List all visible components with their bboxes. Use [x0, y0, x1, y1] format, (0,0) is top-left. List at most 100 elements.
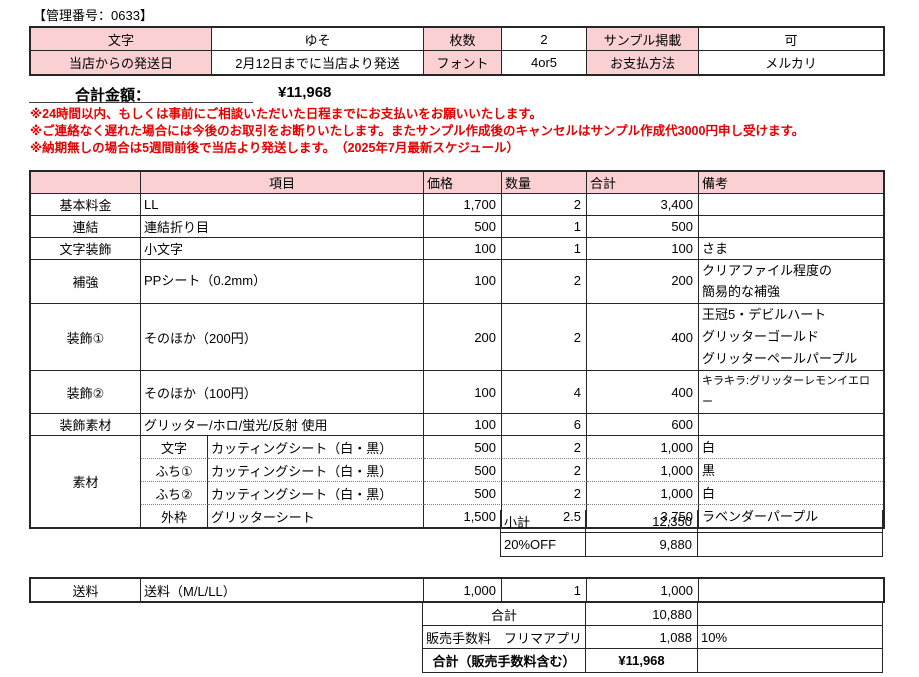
cell-item[interactable]: そのほか（100円）	[141, 371, 425, 414]
cell-total[interactable]: 1,000	[587, 482, 700, 505]
cell-category-material[interactable]: 素材	[31, 436, 141, 527]
info-label-font[interactable]: フォント	[424, 51, 502, 74]
info-value-moji[interactable]: ゆそ	[212, 28, 424, 51]
cell-total[interactable]: 1,000	[587, 459, 700, 482]
cell-total[interactable]: 200	[587, 260, 700, 304]
cell-qty[interactable]: 2.5	[502, 505, 588, 527]
cell-item[interactable]: カッティングシート（白・黒）	[208, 459, 425, 482]
header-empty-cell[interactable]	[31, 172, 141, 194]
cell-price[interactable]: 1,700	[424, 194, 503, 216]
header-qty[interactable]: 数量	[502, 172, 588, 194]
cell-price[interactable]: 100	[424, 238, 503, 260]
info-label-shipdate[interactable]: 当店からの発送日	[31, 51, 212, 74]
summary-total-value[interactable]: 10,880	[586, 603, 698, 626]
cell-qty[interactable]: 1	[502, 238, 588, 260]
cell-qty[interactable]: 1	[502, 579, 587, 601]
cell-price[interactable]: 500	[424, 216, 503, 238]
cell-price[interactable]: 1,500	[424, 505, 503, 527]
grand-total-remark[interactable]	[698, 649, 882, 672]
cell-total[interactable]: 600	[587, 414, 700, 436]
cell-item[interactable]: グリッター/ホロ/蛍光/反射 使用	[141, 414, 425, 436]
cell-remark[interactable]: ラベンダーパープル	[702, 508, 819, 524]
cell-qty[interactable]: 2	[502, 459, 588, 482]
cell-category[interactable]: 装飾素材	[31, 414, 141, 436]
cell-qty[interactable]: 1	[502, 216, 588, 238]
cell-category[interactable]: 送料	[31, 579, 141, 601]
cell-category[interactable]: 文字装飾	[31, 238, 141, 260]
discount-value[interactable]: 9,880	[586, 533, 698, 556]
cell-remark[interactable]: さま	[699, 238, 884, 260]
header-total[interactable]: 合計	[587, 172, 700, 194]
cell-total[interactable]: 3,400	[587, 194, 700, 216]
fee-label[interactable]: 販売手数料 フリマアプリ	[423, 626, 586, 649]
cell-category[interactable]: 装飾①	[31, 304, 141, 371]
header-price[interactable]: 価格	[424, 172, 503, 194]
cell-price[interactable]: 1,000	[424, 579, 502, 601]
cell-subcategory[interactable]: 外枠	[141, 505, 208, 527]
cell-category[interactable]: 連結	[31, 216, 141, 238]
summary-total-label[interactable]: 合計	[423, 603, 586, 626]
info-value-maisu[interactable]: 2	[502, 28, 587, 51]
cell-item[interactable]: LL	[141, 194, 425, 216]
cell-price[interactable]: 500	[424, 436, 503, 459]
cell-remark[interactable]: 王冠5・デビルハート グリッターゴールド グリッターペールパープル	[699, 304, 884, 371]
cell-qty[interactable]: 2	[502, 436, 588, 459]
cell-qty[interactable]: 2	[502, 482, 588, 505]
cell-total[interactable]: 3,750	[587, 505, 700, 527]
cell-subcategory[interactable]: 文字	[141, 436, 208, 459]
cell-total[interactable]: 1,000	[587, 579, 699, 601]
cell-item[interactable]: 連結折り目	[141, 216, 425, 238]
cell-qty[interactable]: 2	[502, 194, 588, 216]
cell-remark[interactable]: 黒	[699, 459, 884, 482]
cell-price[interactable]: 100	[424, 371, 503, 414]
cell-remark[interactable]	[699, 216, 884, 238]
cell-item[interactable]: カッティングシート（白・黒）	[208, 482, 425, 505]
cell-category[interactable]: 基本料金	[31, 194, 141, 216]
cell-remark[interactable]: 白	[699, 482, 884, 505]
cell-subcategory[interactable]: ふち①	[141, 459, 208, 482]
discount-label[interactable]: 20%OFF	[501, 533, 586, 556]
cell-total[interactable]: 400	[587, 371, 700, 414]
cell-item[interactable]: PPシート（0.2mm）	[141, 260, 425, 304]
management-number[interactable]: 【管理番号：0633】	[33, 8, 153, 23]
cell-total[interactable]: 1,000	[587, 436, 700, 459]
header-item[interactable]: 項目	[141, 172, 425, 194]
notice-line-3[interactable]: ※納期無しの場合は5週間前後で当店より発送します。 （2025年7月最新スケジュ…	[30, 141, 519, 155]
info-label-sample[interactable]: サンプル掲載	[587, 28, 699, 51]
total-amount-label[interactable]: 合計金額：	[75, 87, 151, 104]
cell-qty[interactable]: 6	[502, 414, 588, 436]
info-value-shipdate[interactable]: 2月12日までに当店より発送	[212, 51, 424, 74]
cell-subcategory[interactable]: ふち②	[141, 482, 208, 505]
cell-item[interactable]: グリッターシート	[208, 505, 425, 527]
info-value-sample[interactable]: 可	[699, 28, 883, 51]
notice-line-1[interactable]: ※24時間以内、もしくは事前にご相談いただいた日程までにお支払いをお願いいたしま…	[30, 107, 543, 121]
subtotal-value[interactable]: 12,350	[586, 510, 698, 533]
info-value-payment[interactable]: メルカリ	[765, 56, 817, 71]
cell-category[interactable]: 補強	[31, 260, 141, 304]
fee-value[interactable]: 1,088	[586, 626, 698, 649]
info-label-maisu[interactable]: 枚数	[424, 28, 502, 51]
fee-remark[interactable]: 10%	[698, 626, 882, 649]
cell-qty[interactable]: 2	[502, 304, 588, 371]
cell-remark[interactable]	[699, 194, 884, 216]
header-remark[interactable]: 備考	[699, 172, 884, 194]
discount-remark[interactable]	[698, 533, 882, 556]
cell-remark[interactable]: クリアファイル程度の 簡易的な補強	[699, 260, 884, 304]
cell-total[interactable]: 400	[587, 304, 700, 371]
cell-total[interactable]: 100	[587, 238, 700, 260]
total-amount-value[interactable]: ¥11,968	[278, 84, 332, 101]
notice-line-2[interactable]: ※ご連絡なく遅れた場合には今後のお取引をお断りいたします。またサンプル作成後のキ…	[30, 124, 805, 138]
cell-price[interactable]: 500	[424, 482, 503, 505]
info-value-font[interactable]: 4or5	[502, 51, 587, 74]
cell-item[interactable]: 小文字	[141, 238, 425, 260]
cell-item[interactable]: そのほか（200円）	[141, 304, 425, 371]
cell-remark[interactable]: キラキラ:グリッターレモンイエロー	[699, 371, 884, 414]
cell-total[interactable]: 500	[587, 216, 700, 238]
cell-price[interactable]: 100	[424, 260, 503, 304]
cell-category[interactable]: 装飾②	[31, 371, 141, 414]
cell-remark[interactable]: 白	[699, 436, 884, 459]
summary-total-remark[interactable]	[698, 603, 882, 626]
info-label-moji[interactable]: 文字	[31, 28, 212, 51]
cell-price[interactable]: 500	[424, 459, 503, 482]
cell-remark[interactable]	[699, 579, 883, 601]
